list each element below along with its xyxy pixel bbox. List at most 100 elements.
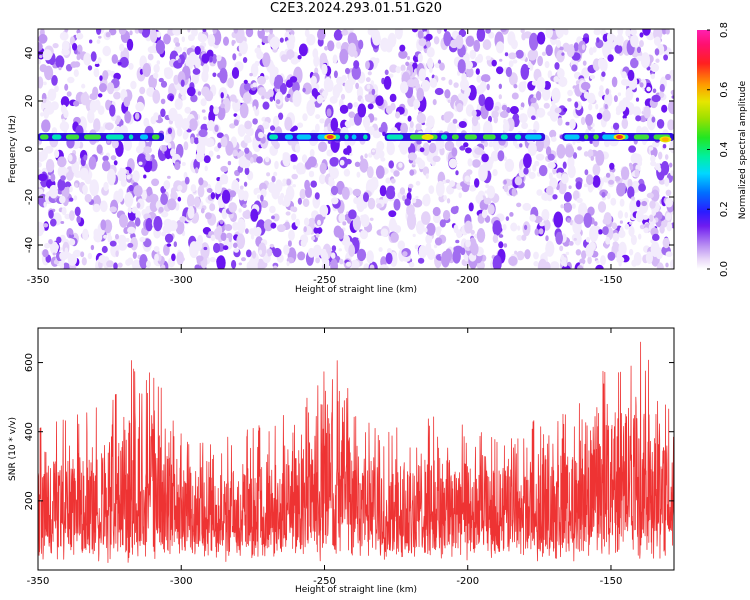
spectrogram-noise-blob <box>561 257 567 262</box>
spectrogram-noise-blob <box>523 153 532 169</box>
spectrogram-noise-blob <box>559 46 564 51</box>
spectrogram-noise-blob <box>589 74 596 80</box>
spectrogram-noise-blob <box>486 185 496 199</box>
spectrogram-noise-blob <box>432 155 441 162</box>
signal-band-cell <box>386 134 404 140</box>
spectrogram-noise-blob <box>573 190 580 201</box>
spectrogram-noise-blob <box>667 119 674 131</box>
spectrogram-noise-blob <box>181 118 190 131</box>
spectrogram-noise-blob <box>490 150 500 162</box>
spectrogram-noise-blob <box>669 162 673 168</box>
spectrogram-noise-blob <box>353 101 359 108</box>
spectrogram-noise-blob <box>434 87 444 96</box>
spectrogram-noise-blob <box>519 106 524 111</box>
spectrogram-y-tick-label: -20 <box>24 189 35 205</box>
spectrogram-noise-blob <box>237 192 242 196</box>
spectrogram-noise-blob <box>87 109 95 124</box>
spectrogram-noise-blob <box>323 76 333 93</box>
spectrogram-noise-blob <box>578 202 588 218</box>
spectrogram-noise-blob <box>232 53 237 61</box>
spectrogram-noise-blob <box>333 225 342 238</box>
spectrogram-noise-blob <box>413 105 418 111</box>
spectrogram-noise-blob <box>204 165 208 172</box>
spectrogram-noise-blob <box>113 91 121 100</box>
spectrogram-noise-blob <box>184 176 190 185</box>
spectrogram-noise-blob <box>186 86 196 97</box>
spectrogram-noise-blob <box>545 44 553 56</box>
spectrogram-noise-blob <box>213 106 220 115</box>
spectrogram-noise-blob <box>541 209 550 221</box>
spectrogram-noise-blob <box>152 161 157 169</box>
spectrogram-noise-blob <box>515 49 524 59</box>
spectrogram-noise-blob <box>492 137 501 152</box>
spectrogram-noise-blob <box>508 60 514 68</box>
spectrogram-noise-blob <box>402 251 408 257</box>
spectrogram-noise-blob <box>280 54 289 63</box>
spectrogram-noise-blob <box>386 248 392 254</box>
spectrogram-noise-blob <box>106 82 115 95</box>
spectrogram-noise-blob <box>503 179 507 185</box>
spectrogram-noise-blob <box>443 195 447 201</box>
spectrogram-noise-blob <box>198 177 204 186</box>
signal-band-cell <box>564 134 580 140</box>
spectrogram-noise-blob <box>270 222 277 229</box>
spectrogram-noise-blob <box>659 83 665 93</box>
spectrogram-noise-blob <box>474 147 484 155</box>
spectrogram-noise-blob <box>641 200 648 207</box>
spectrogram-noise-blob <box>588 47 594 56</box>
spectrogram-noise-blob <box>176 251 184 266</box>
spectrogram-noise-blob <box>408 261 415 268</box>
spectrogram-noise-blob <box>492 234 499 244</box>
spectrogram-noise-blob <box>370 188 375 193</box>
spectrogram-noise-blob <box>171 253 176 262</box>
spectrogram-noise-blob <box>341 29 349 36</box>
spectrogram-noise-blob <box>593 29 602 36</box>
spectrogram-noise-blob <box>46 96 50 102</box>
spectrogram-noise-blob <box>61 118 66 124</box>
spectrogram-noise-blob <box>139 68 144 75</box>
spectrogram-noise-blob <box>449 180 456 188</box>
spectrogram-noise-blob <box>592 46 597 53</box>
spectrogram-noise-blob <box>563 29 569 36</box>
spectrogram-noise-blob <box>285 211 291 216</box>
spectrogram-noise-blob <box>497 150 505 162</box>
spectrogram-noise-blob <box>242 57 248 63</box>
spectrogram-noise-blob <box>81 257 87 266</box>
spectrogram-noise-blob <box>417 159 426 170</box>
spectrogram-noise-blob <box>553 211 563 228</box>
spectrogram-noise-blob <box>241 257 246 262</box>
spectrogram-noise-blob <box>453 224 459 234</box>
spectrogram-noise-blob <box>109 206 117 213</box>
spectrogram-noise-blob <box>173 74 179 85</box>
spectrogram-noise-blob <box>385 252 393 265</box>
spectrogram-noise-blob <box>288 229 295 241</box>
spectrogram-noise-blob <box>102 70 109 81</box>
spectrogram-noise-blob <box>330 117 339 132</box>
spectrogram-noise-blob <box>535 153 545 161</box>
spectrogram-noise-blob <box>142 146 152 154</box>
spectrogram-noise-blob <box>545 29 553 39</box>
spectrogram-noise-blob <box>201 53 210 64</box>
spectrogram-noise-blob <box>133 185 143 197</box>
spectrogram-noise-blob <box>83 52 92 66</box>
spectrogram-noise-blob <box>217 105 226 121</box>
spectrogram-noise-blob <box>60 175 66 181</box>
spectrogram-noise-blob <box>94 99 101 111</box>
spectrogram-noise-blob <box>167 142 172 149</box>
spectrogram-noise-blob <box>617 92 622 97</box>
spectrogram-noise-blob <box>615 34 624 46</box>
signal-band-cell <box>284 134 293 140</box>
spectrogram-noise-blob <box>671 95 674 99</box>
spectrogram-noise-blob <box>260 194 264 202</box>
signal-band-cell <box>525 134 542 140</box>
spectrogram-noise-blob <box>651 94 661 103</box>
spectrogram-noise-blob <box>521 234 527 241</box>
spectrogram-noise-blob <box>187 29 191 33</box>
spectrogram-noise-blob <box>161 145 168 152</box>
spectrogram-noise-blob <box>249 72 253 77</box>
spectrogram-noise-blob <box>541 51 547 56</box>
spectrogram-noise-blob <box>468 202 474 212</box>
spectrogram-noise-blob <box>412 197 417 204</box>
spectrogram-noise-blob <box>356 248 367 262</box>
spectrogram-noise-blob <box>272 213 280 222</box>
